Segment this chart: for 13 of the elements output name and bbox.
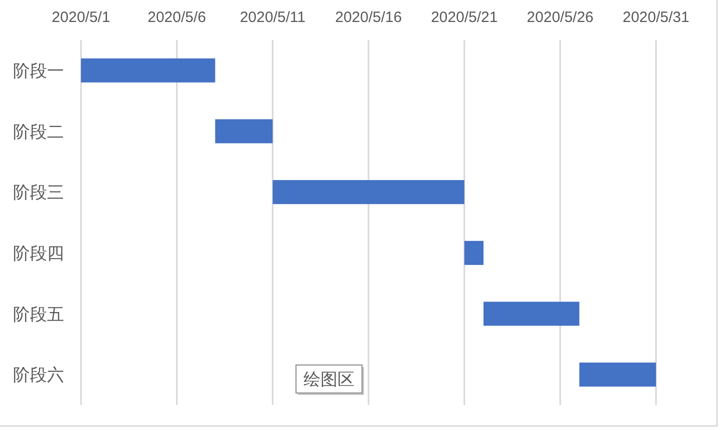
y-tick-label: 阶段六: [13, 366, 64, 385]
x-tick-label: 2020/5/16: [335, 9, 402, 26]
x-tick-label: 2020/5/31: [622, 9, 690, 26]
x-tick-label: 2020/5/21: [430, 9, 498, 26]
y-tick-label: 阶段三: [13, 183, 64, 202]
x-tick-label: 2020/5/1: [52, 9, 110, 26]
y-tick-label: 阶段五: [13, 304, 64, 324]
y-tick-label: 阶段四: [13, 244, 64, 263]
x-tick-label: 2020/5/6: [148, 9, 206, 26]
x-tick-label: 2020/5/11: [240, 9, 306, 26]
x-tick-label: 2020/5/26: [526, 9, 594, 26]
y-tick-label: 阶段一: [13, 61, 64, 80]
y-tick-label: 阶段二: [13, 122, 64, 142]
